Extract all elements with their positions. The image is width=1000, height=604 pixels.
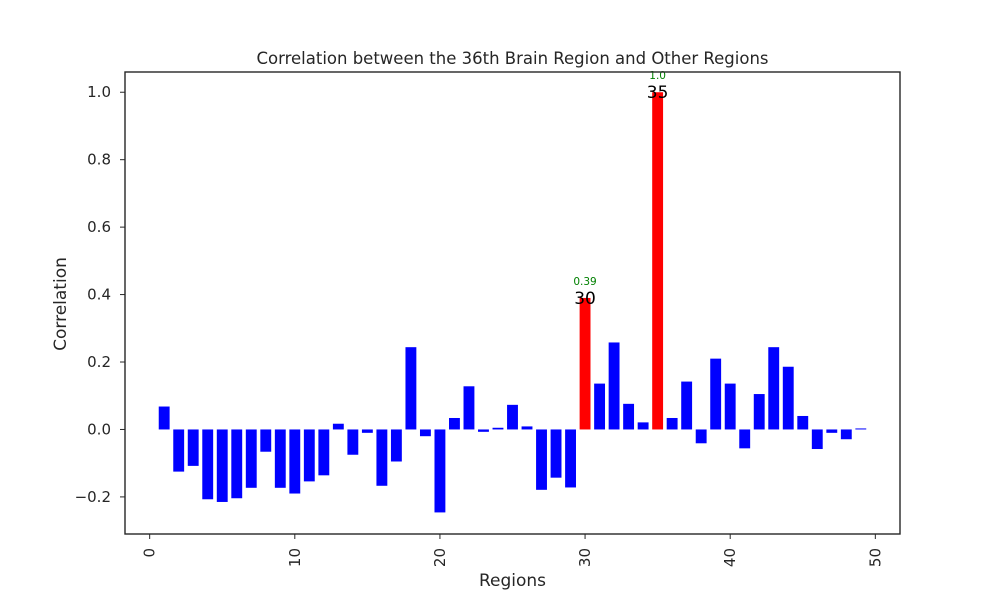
bar-region-43	[768, 347, 780, 430]
bar-region-26	[521, 426, 533, 430]
bar-region-24	[492, 427, 504, 430]
bar-label-region-35: 35	[647, 83, 669, 103]
bar-region-49	[855, 428, 867, 430]
annotations-group: 300.39 351.0	[573, 70, 668, 309]
bar-region-39	[710, 358, 722, 430]
bar-region-31	[594, 383, 606, 430]
bar-region-21	[449, 417, 460, 430]
axis-ticks-group: −0.2 0.0 0.2 0.4 0.6 0.8 1.0 0 10 20 30 40 50	[75, 83, 885, 567]
bar-region-16	[376, 429, 388, 486]
x-tick-label: 30	[576, 548, 594, 567]
bar-region-37	[681, 381, 693, 430]
bar-region-19	[419, 429, 431, 437]
bar-region-3	[187, 429, 199, 466]
bar-region-10	[289, 429, 301, 494]
bar-region-11	[303, 429, 315, 482]
bar-region-2	[173, 429, 185, 472]
bar-region-13	[332, 423, 344, 430]
bar-region-33	[623, 403, 635, 430]
bar-region-12	[318, 429, 330, 476]
bar-label-region-30: 30	[574, 289, 596, 309]
x-tick-label: 50	[866, 548, 884, 567]
plot-area-frame	[124, 71, 901, 535]
x-axis-title: Regions	[479, 571, 546, 591]
y-tick-label: 0.4	[87, 286, 111, 304]
chart-title: Correlation between the 36th Brain Regio…	[256, 49, 768, 68]
bar-region-28	[550, 429, 562, 478]
bar-region-5	[216, 429, 228, 502]
bar-region-1	[158, 406, 170, 430]
y-tick-label: 0.8	[87, 151, 111, 169]
bar-value-label-region-35: 1.0	[649, 70, 666, 82]
bar-region-7	[245, 429, 257, 488]
bar-region-14	[347, 429, 359, 455]
x-tick-label: 40	[721, 548, 739, 567]
x-tick-label: 20	[431, 548, 449, 567]
y-axis-title: Correlation	[51, 257, 71, 351]
bar-region-41	[739, 429, 751, 449]
y-tick-label: 1.0	[87, 83, 111, 101]
bar-region-35	[652, 92, 664, 430]
bar-region-45	[797, 415, 809, 430]
bar-region-42	[753, 394, 765, 430]
bar-region-9	[274, 429, 286, 488]
bar-region-8	[260, 429, 272, 452]
bar-region-25	[507, 404, 518, 430]
bar-value-label-region-30: 0.39	[573, 276, 596, 288]
bar-region-20	[434, 429, 446, 513]
bar-region-27	[536, 429, 547, 490]
bar-region-48	[840, 429, 852, 440]
bar-region-34	[637, 422, 649, 430]
bar-region-47	[826, 429, 838, 433]
bar-region-38	[695, 429, 707, 444]
bar-region-18	[405, 347, 417, 430]
bars-group	[158, 92, 867, 513]
x-tick-label: 10	[286, 548, 304, 567]
bar-region-6	[231, 429, 243, 499]
bar-region-46	[811, 429, 823, 450]
bar-region-40	[724, 383, 736, 430]
bar-region-36	[666, 417, 678, 430]
bar-region-23	[478, 429, 489, 432]
y-tick-label: 0.0	[87, 420, 111, 438]
bar-region-30	[579, 297, 591, 430]
bar-region-29	[565, 429, 576, 488]
x-tick-label: 0	[141, 548, 159, 558]
bar-region-22	[463, 386, 475, 430]
y-tick-label: −0.2	[75, 488, 111, 506]
bar-region-32	[608, 342, 620, 430]
y-tick-label: 0.2	[87, 353, 111, 371]
bar-region-17	[390, 429, 402, 462]
bar-region-44	[782, 366, 794, 430]
y-tick-label: 0.6	[87, 218, 111, 236]
bar-region-15	[361, 429, 373, 433]
bar-region-4	[202, 429, 214, 500]
